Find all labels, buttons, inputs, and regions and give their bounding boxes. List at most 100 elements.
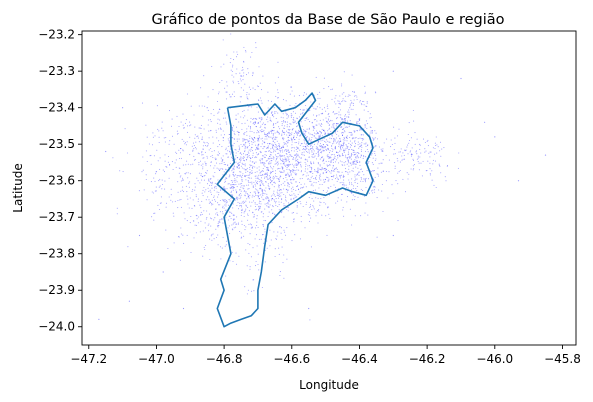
scatter-point	[347, 160, 349, 162]
scatter-point	[188, 186, 190, 188]
scatter-point	[349, 162, 351, 164]
scatter-point	[265, 172, 267, 174]
scatter-point	[352, 194, 354, 196]
scatter-point	[349, 107, 351, 109]
scatter-point	[254, 209, 256, 211]
scatter-point	[263, 146, 265, 148]
scatter-point	[328, 128, 330, 130]
scatter-point	[247, 180, 249, 182]
scatter-point	[243, 72, 245, 74]
scatter-point	[204, 222, 206, 224]
scatter-point	[288, 186, 290, 188]
scatter-point	[141, 102, 144, 104]
scatter-point	[346, 140, 348, 142]
scatter-point	[247, 214, 249, 217]
scatter-point	[376, 173, 378, 175]
scatter-point	[242, 153, 245, 155]
scatter-point	[228, 166, 230, 168]
scatter-point	[269, 179, 271, 181]
scatter-point	[315, 153, 317, 155]
scatter-point	[269, 229, 271, 231]
scatter-point	[300, 161, 302, 163]
scatter-point	[353, 99, 355, 101]
scatter-point	[331, 170, 333, 172]
scatter-point	[276, 235, 278, 237]
scatter-point	[219, 246, 222, 248]
scatter-point	[381, 190, 383, 192]
scatter-point	[225, 177, 227, 179]
scatter-point	[208, 137, 210, 139]
scatter-point	[186, 125, 189, 127]
scatter-point	[322, 130, 324, 132]
scatter-point	[305, 186, 307, 188]
scatter-point	[252, 279, 254, 281]
scatter-point	[262, 213, 264, 215]
scatter-point	[296, 117, 298, 119]
scatter-point	[282, 155, 284, 157]
scatter-point	[365, 202, 367, 204]
scatter-point	[348, 142, 350, 144]
scatter-point	[281, 192, 283, 194]
scatter-point	[242, 110, 244, 113]
scatter-point	[181, 177, 184, 179]
scatter-point	[255, 175, 257, 177]
scatter-point	[327, 132, 329, 134]
scatter-point	[328, 160, 330, 162]
scatter-point	[244, 229, 246, 231]
scatter-point	[353, 154, 356, 156]
scatter-point	[179, 259, 181, 261]
scatter-point	[348, 165, 350, 167]
scatter-point	[260, 180, 262, 182]
scatter-point	[260, 180, 262, 182]
scatter-point	[309, 138, 311, 141]
scatter-point	[301, 125, 303, 127]
scatter-point	[313, 143, 315, 145]
scatter-point	[443, 147, 445, 149]
scatter-point	[335, 113, 337, 115]
scatter-point	[250, 56, 252, 58]
scatter-point	[312, 125, 314, 127]
scatter-point	[368, 161, 370, 163]
scatter-point	[247, 141, 249, 143]
scatter-point	[392, 70, 394, 72]
scatter-point	[305, 163, 307, 165]
scatter-point	[246, 167, 248, 169]
scatter-point	[182, 307, 185, 310]
scatter-point	[322, 168, 324, 170]
scatter-point	[275, 155, 277, 157]
scatter-point	[217, 226, 219, 228]
scatter-point	[253, 186, 255, 188]
scatter-point	[288, 136, 290, 138]
scatter-point	[341, 134, 344, 136]
scatter-point	[202, 176, 204, 178]
scatter-point	[248, 143, 250, 145]
scatter-point	[267, 134, 269, 136]
scatter-point	[318, 135, 320, 138]
scatter-point	[374, 154, 376, 156]
scatter-point	[229, 151, 231, 153]
scatter-point	[250, 158, 252, 160]
scatter-point	[308, 150, 310, 152]
scatter-point	[319, 107, 321, 109]
scatter-point	[337, 100, 339, 102]
scatter-point	[339, 146, 341, 148]
scatter-point	[260, 203, 262, 205]
scatter-point	[226, 164, 229, 166]
scatter-point	[192, 150, 194, 152]
scatter-point	[224, 199, 226, 201]
scatter-point	[284, 199, 287, 201]
scatter-point	[169, 140, 171, 142]
scatter-point	[309, 214, 311, 216]
scatter-point	[313, 152, 315, 154]
scatter-point	[408, 122, 410, 124]
scatter-point	[180, 175, 182, 177]
scatter-point	[351, 74, 353, 76]
scatter-point	[161, 183, 164, 186]
scatter-point	[243, 235, 245, 237]
scatter-point	[246, 96, 248, 98]
scatter-point	[303, 129, 305, 131]
scatter-point	[193, 159, 196, 161]
scatter-point	[431, 179, 433, 181]
scatter-point	[224, 201, 226, 203]
scatter-point	[185, 185, 187, 187]
